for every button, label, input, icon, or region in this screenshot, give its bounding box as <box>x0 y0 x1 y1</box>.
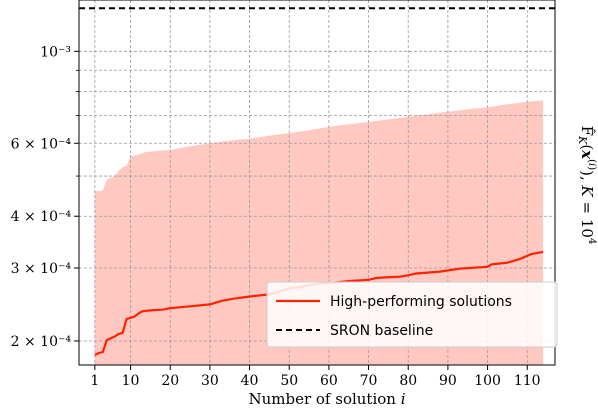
x-tick-label: 20 <box>161 373 179 389</box>
legend: High-performing solutions SRON baseline <box>266 281 558 348</box>
x-tick-label: 80 <box>399 373 417 389</box>
y-tick-label: 4 × 10⁻⁴ <box>11 209 72 225</box>
x-tick-label: 1 <box>90 373 99 389</box>
legend-label-sron-baseline: SRON baseline <box>330 323 433 339</box>
y-axis-label: F̂K(x(i)), K = 104 <box>576 126 597 245</box>
plot-frame <box>78 0 556 366</box>
x-tick-label: 60 <box>320 373 338 389</box>
y-tick-label: 3 × 10⁻⁴ <box>11 261 72 277</box>
y-tick-label: 2 × 10⁻⁴ <box>11 334 72 350</box>
legend-label-high-performing: High-performing solutions <box>330 294 512 310</box>
x-axis-label: Number of solution i <box>248 390 405 408</box>
x-tick-label: 70 <box>360 373 378 389</box>
y-tick-label: 10⁻³ <box>40 44 71 60</box>
y-tick-label: 6 × 10⁻⁴ <box>11 136 72 152</box>
x-tick-label: 30 <box>201 373 219 389</box>
x-tick-label: 10 <box>122 373 140 389</box>
x-tick-label: 40 <box>241 373 259 389</box>
x-tick-label: 100 <box>474 373 501 389</box>
x-tick-label: 110 <box>514 373 541 389</box>
x-tick-label: 50 <box>280 373 298 389</box>
legend-box <box>266 281 558 348</box>
x-tick-label: 90 <box>439 373 457 389</box>
